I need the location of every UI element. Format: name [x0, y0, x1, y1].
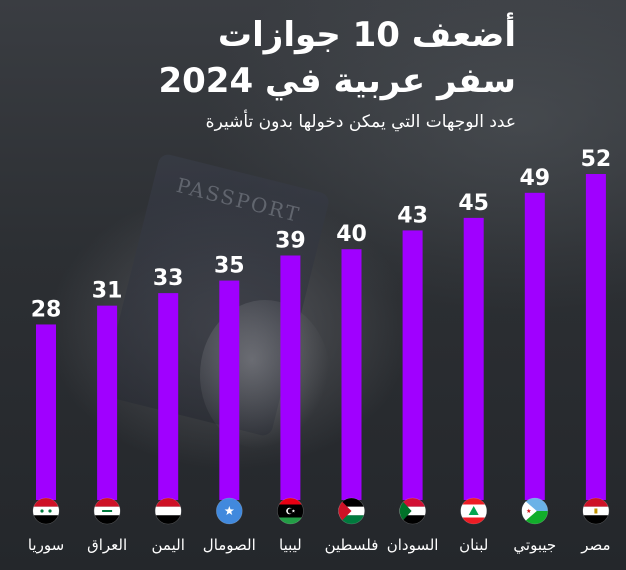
category-label: جيبوتي	[513, 536, 556, 555]
category-label: مصر	[580, 536, 610, 554]
value-label: 31	[92, 279, 123, 304]
value-label: 35	[214, 254, 245, 279]
value-label: 33	[153, 266, 184, 291]
value-label: 39	[275, 229, 306, 254]
iraq-flag-icon	[93, 497, 121, 525]
syria-flag-icon	[32, 497, 60, 525]
value-label: 49	[519, 166, 550, 191]
palestine-flag-icon	[338, 497, 365, 525]
bar-6	[341, 249, 362, 500]
yemen-flag-icon	[154, 497, 182, 525]
libya-flag-icon	[277, 497, 304, 525]
bar-4	[219, 280, 240, 500]
value-label: 28	[31, 297, 62, 322]
category-label: اليمن	[152, 536, 185, 554]
bar-5	[280, 255, 301, 500]
chart-subtitle: عدد الوجهات التي يمكن دخولها بدون تأشيرة	[205, 112, 516, 132]
bar-10	[585, 174, 606, 500]
lebanon-flag-icon	[460, 497, 488, 525]
category-label: ليبيا	[279, 536, 302, 554]
category-label: فلسطين	[325, 536, 379, 554]
bar-3	[158, 293, 179, 500]
value-label: 45	[458, 191, 489, 216]
value-label: 40	[336, 222, 367, 247]
value-label: 52	[581, 147, 612, 172]
chart-title: أضعف 10 جوازات سفر عربية في 2024	[0, 12, 516, 104]
title-line-1: أضعف 10 جوازات	[217, 15, 516, 55]
category-label: العراق	[87, 536, 127, 554]
category-label: الصومال	[203, 536, 256, 554]
bar-7	[402, 230, 423, 500]
title-line-2: سفر عربية في 2024	[158, 61, 516, 101]
djibouti-flag-icon	[521, 497, 549, 525]
bar-9	[524, 192, 545, 501]
category-label: السودان	[387, 536, 439, 554]
egypt-flag-icon	[582, 497, 610, 525]
value-label: 43	[397, 203, 428, 228]
sudan-flag-icon	[399, 497, 426, 525]
bar-8	[463, 217, 484, 500]
somalia-flag-icon	[216, 497, 243, 525]
category-label: لبنان	[459, 536, 488, 554]
bar-1	[36, 324, 56, 500]
category-label: سوريا	[28, 536, 64, 554]
bar-2	[97, 305, 118, 500]
